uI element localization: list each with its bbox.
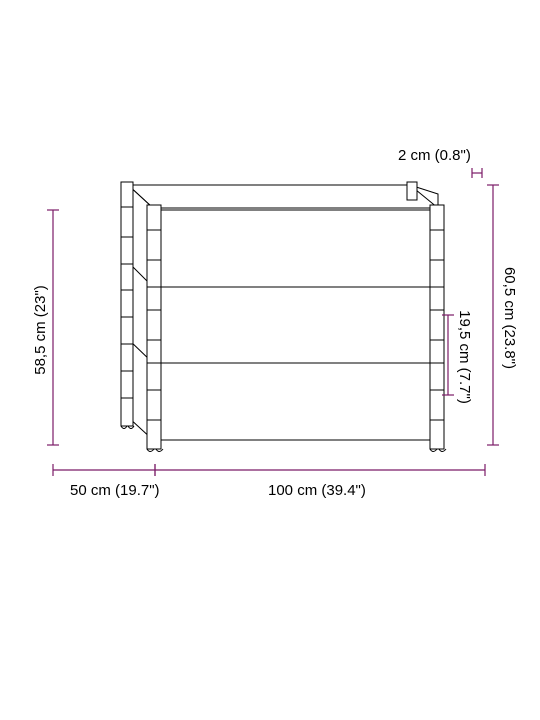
dim-label: 58,5 cm (23") [32, 285, 49, 375]
hinge-front-right [430, 205, 446, 452]
hinge-front-left [147, 205, 163, 452]
dim-label: 100 cm (39.4") [268, 482, 366, 499]
hinge-back-right [407, 182, 417, 200]
dim-section-right: 19,5 cm (7.7") [442, 310, 473, 404]
dim-height-left: 58,5 cm (23") [32, 210, 59, 445]
dim-label: 50 cm (19.7") [70, 482, 160, 499]
planter-box [121, 182, 446, 452]
dim-label: 19,5 cm (7.7") [456, 310, 473, 404]
dim-depth: 50 cm (19.7") [53, 464, 160, 499]
dim-height-right: 60,5 cm (23.8") [487, 185, 518, 445]
dim-width: 100 cm (39.4") [155, 464, 485, 499]
dim-panel-thickness: 2 cm (0.8") [398, 147, 482, 178]
dim-label: 2 cm (0.8") [398, 147, 471, 164]
dim-label: 60,5 cm (23.8") [501, 267, 518, 369]
dimension-diagram: 58,5 cm (23") 60,5 cm (23.8") 19,5 cm (7… [0, 0, 540, 720]
hinge-back-left [121, 182, 134, 429]
